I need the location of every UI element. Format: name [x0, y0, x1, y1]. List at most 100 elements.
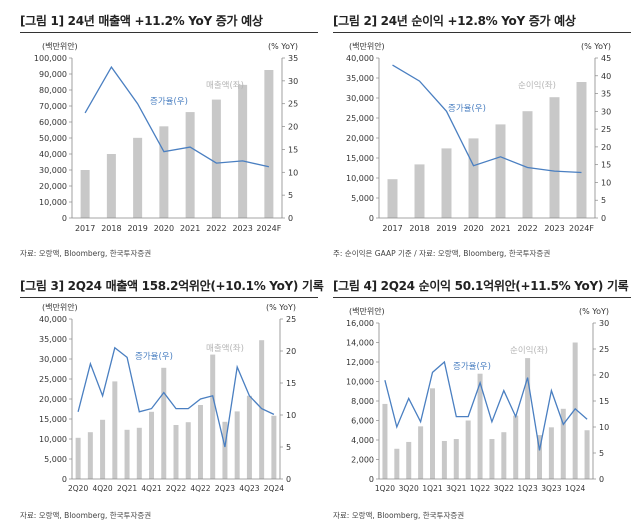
bar [394, 448, 400, 479]
left-tick-label: 40,000 [39, 315, 67, 324]
x-tick-label: 2017 [382, 224, 402, 233]
left-tick-label: 15,000 [39, 415, 67, 424]
left-tick-label: 50,000 [39, 134, 67, 143]
chart-source-note: 자료: 오랑액, Bloomberg, 한국투자증권 [20, 249, 152, 258]
chart-panel-2: [그림 2] 24년 순이익 +12.8% YoY 증가 예상 (백만위안) (%… [333, 10, 631, 260]
bar [548, 427, 554, 479]
right-tick-label: 15 [288, 145, 298, 154]
x-tick-label: 3Q23 [541, 484, 561, 493]
x-tick-label: 4Q22 [190, 484, 210, 493]
bar [211, 99, 221, 218]
x-tick-label: 3Q22 [494, 484, 514, 493]
left-tick-label: 90,000 [39, 70, 67, 79]
x-tick-label: 1Q20 [375, 484, 395, 493]
bar [513, 415, 519, 479]
bar [418, 426, 424, 479]
x-tick-label: 2021 [180, 224, 200, 233]
left-tick-label: 40,000 [346, 54, 374, 63]
chart-title: [그림 2] 24년 순이익 +12.8% YoY 증가 예상 [333, 10, 631, 33]
bar [159, 126, 169, 218]
x-tick-label: 2021 [490, 224, 510, 233]
chart-panel-3: [그림 3] 2Q24 매출액 158.2억위안(+10.1% YoY) 기록 … [20, 275, 324, 525]
bar [525, 358, 531, 479]
bar [136, 427, 142, 479]
left-axis-unit: (백만위안) [42, 41, 78, 51]
bar-series-label: 매출액(좌) [206, 343, 244, 354]
left-tick-label: 70,000 [39, 102, 67, 111]
line-series-label: 증가율(우) [448, 104, 486, 114]
growth-line [384, 360, 588, 451]
x-tick-label: 1Q22 [470, 484, 490, 493]
right-tick-label: 10 [599, 423, 609, 432]
x-tick-label: 3Q20 [399, 484, 419, 493]
bar [453, 439, 459, 479]
right-tick-label: 5 [288, 191, 293, 200]
right-tick-label: 30 [288, 77, 298, 86]
left-axis-unit: (백만위안) [42, 302, 78, 312]
bar [537, 435, 542, 479]
bar [124, 429, 130, 479]
chart-title: [그림 3] 2Q24 매출액 158.2억위안(+10.1% YoY) 기록 [20, 275, 324, 298]
right-tick-label: 0 [288, 214, 293, 223]
left-axis-unit: (백만위안) [349, 41, 385, 51]
chart-title: [그림 1] 24년 매출액 +11.2% YoY 증가 예상 [20, 10, 318, 33]
x-tick-label: 4Q23 [239, 484, 259, 493]
bar [271, 415, 277, 479]
bar [501, 432, 507, 479]
bar [197, 405, 203, 479]
bar [133, 137, 143, 218]
right-axis-unit: (% YoY) [268, 42, 298, 51]
right-tick-label: 25 [288, 100, 298, 109]
bar [441, 440, 447, 479]
right-axis-unit: (% YoY) [581, 42, 611, 51]
x-tick-label: 2022 [517, 224, 537, 233]
growth-line [77, 346, 275, 448]
bar [112, 381, 118, 479]
left-tick-label: 20,000 [39, 395, 67, 404]
right-tick-label: 25 [286, 315, 296, 324]
x-tick-label: 2Q21 [117, 484, 137, 493]
x-tick-label: 2023 [232, 224, 252, 233]
right-tick-label: 10 [286, 411, 296, 420]
x-tick-label: 1Q23 [518, 484, 538, 493]
x-tick-label: 2Q24 [264, 484, 284, 493]
left-tick-label: 40,000 [39, 150, 67, 159]
right-tick-label: 35 [288, 54, 298, 63]
bar [477, 373, 483, 479]
left-tick-label: 80,000 [39, 86, 67, 95]
left-tick-label: 30,000 [39, 355, 67, 364]
right-tick-label: 45 [601, 54, 611, 63]
left-tick-label: 16,000 [346, 319, 374, 328]
right-tick-label: 5 [599, 449, 604, 458]
x-tick-label: 4Q20 [92, 484, 112, 493]
left-tick-label: 35,000 [346, 74, 374, 83]
bar [495, 124, 506, 218]
chart-plot: (백만위안) (% YoY)010,00020,00030,00040,00050… [34, 41, 298, 233]
right-tick-label: 30 [599, 319, 609, 328]
right-tick-label: 35 [601, 90, 611, 99]
bar [234, 411, 240, 479]
bar [238, 84, 248, 218]
bar [489, 439, 495, 479]
bar [185, 112, 195, 218]
left-tick-label: 10,000 [39, 198, 67, 207]
right-tick-label: 20 [288, 123, 298, 132]
right-tick-label: 10 [601, 178, 611, 187]
left-tick-label: 2,000 [351, 456, 374, 465]
growth-line [84, 65, 270, 168]
right-axis-unit: (% YoY) [266, 303, 296, 312]
x-tick-label: 2024F [569, 224, 594, 233]
left-tick-label: 0 [369, 214, 374, 223]
x-tick-label: 1Q21 [422, 484, 442, 493]
bar [173, 425, 179, 479]
bar-series-label: 순이익(좌) [510, 345, 548, 356]
right-tick-label: 5 [286, 443, 291, 452]
x-tick-label: 2022 [206, 224, 226, 233]
left-tick-label: 5,000 [44, 455, 67, 464]
bar [264, 70, 274, 218]
x-tick-label: 2017 [75, 224, 95, 233]
bar [387, 179, 398, 218]
left-tick-label: 15,000 [346, 154, 374, 163]
left-tick-label: 10,000 [39, 435, 67, 444]
x-tick-label: 2Q22 [166, 484, 186, 493]
